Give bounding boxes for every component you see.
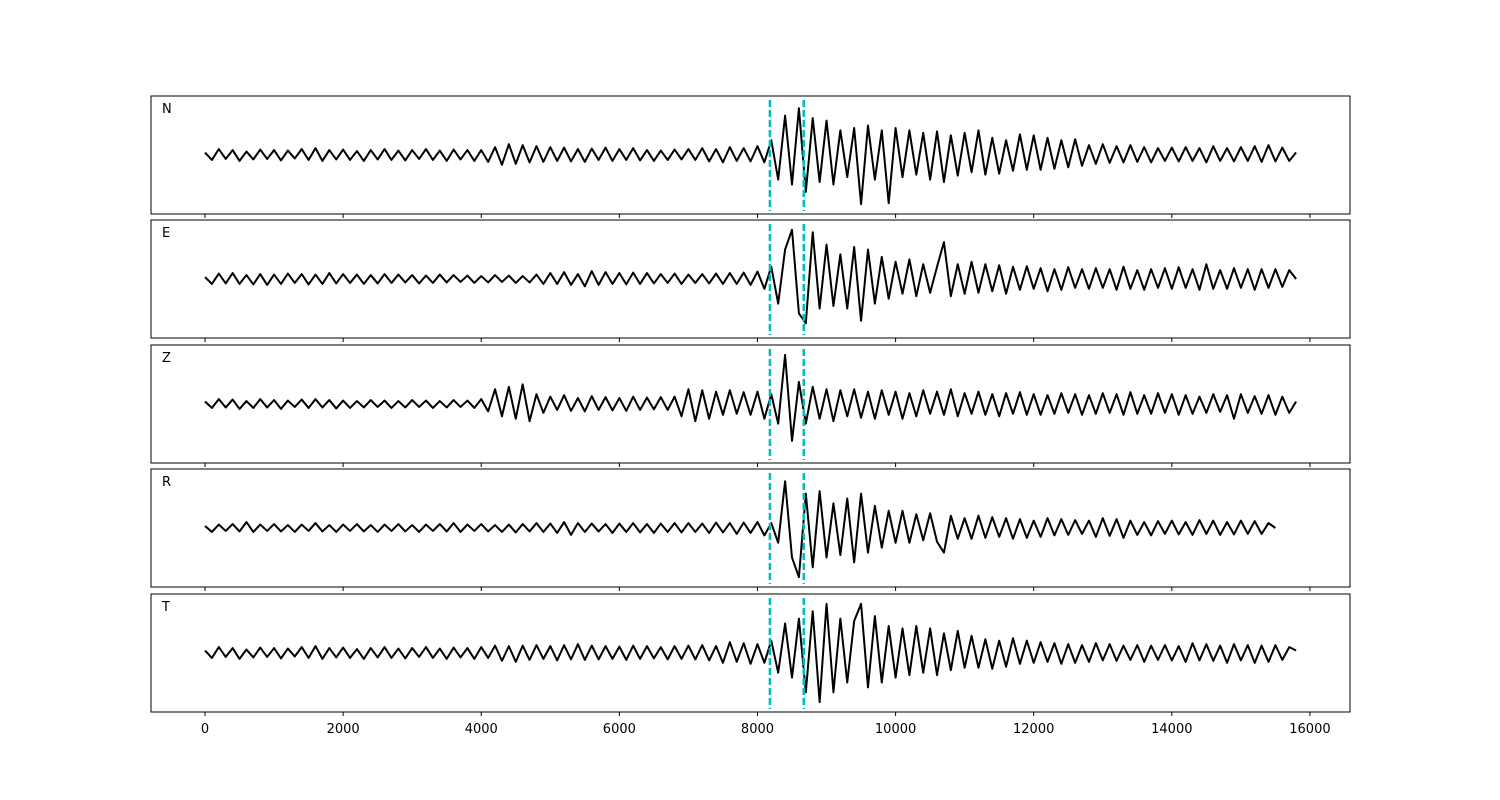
panel-frame [150, 95, 1351, 215]
trace [204, 602, 1297, 704]
panel-frame [150, 593, 1351, 713]
x-tick-label: 14000 [1151, 722, 1192, 737]
x-tick-label: 4000 [465, 722, 498, 737]
panel-label: E [162, 226, 170, 241]
panel-label: N [162, 102, 172, 117]
x-tick-label: 2000 [327, 722, 360, 737]
panel-label: T [161, 600, 170, 615]
x-tick-label: 0 [201, 722, 209, 737]
x-tick-label: 16000 [1289, 722, 1330, 737]
trace [204, 107, 1297, 206]
trace [204, 228, 1297, 325]
panel-frame [150, 219, 1351, 339]
panel-label: Z [162, 351, 171, 366]
x-tick-label: 12000 [1013, 722, 1054, 737]
trace [204, 480, 1277, 579]
x-tick-label: 6000 [603, 722, 636, 737]
trace [204, 353, 1297, 442]
x-tick-label: 8000 [741, 722, 774, 737]
panel-frame [150, 344, 1351, 464]
x-tick-label: 10000 [875, 722, 916, 737]
panel-frame [150, 468, 1351, 588]
panel-label: R [162, 475, 171, 490]
